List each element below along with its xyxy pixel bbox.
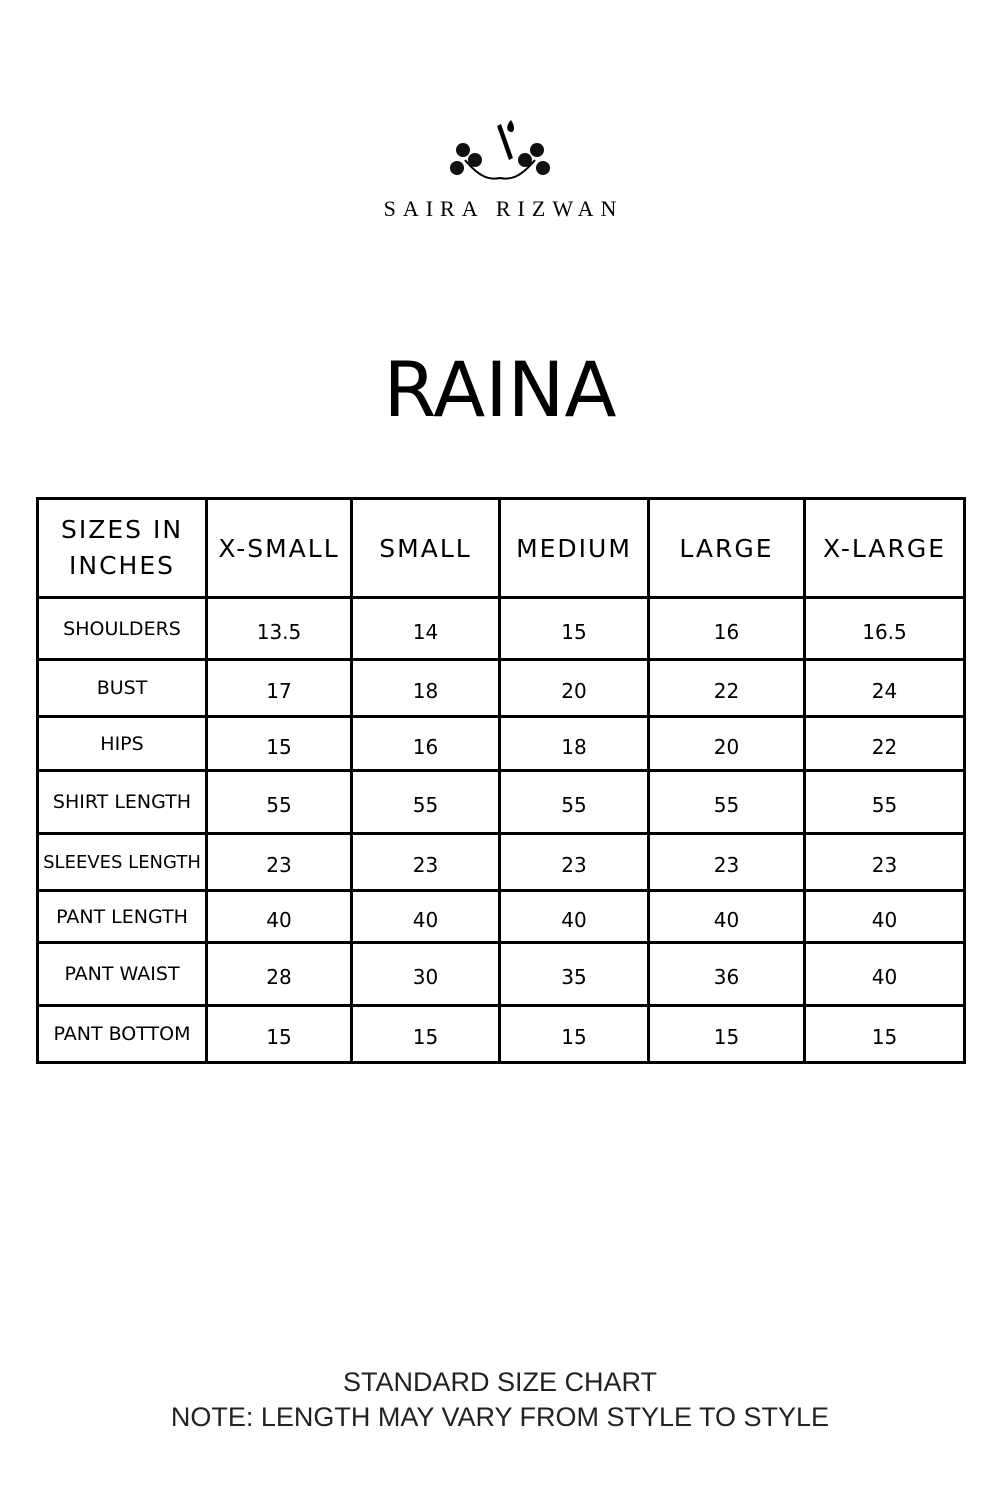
size-value-cell: 55	[803, 769, 966, 835]
size-value-cell: 23	[803, 832, 966, 892]
size-value-cell: 55	[350, 769, 501, 835]
table-row: PANT LENGTH 40 40 40 40 40	[36, 889, 966, 944]
size-value-cell: 40	[350, 889, 501, 944]
header-cell: LARGE	[647, 497, 806, 599]
size-value-cell: 55	[498, 769, 650, 835]
size-value-cell: 15	[647, 1004, 806, 1064]
header-cell: SMALL	[350, 497, 501, 599]
size-value-cell: 40	[803, 889, 966, 944]
header-row: SIZES IN INCHES X-SMALL SMALL MEDIUM LAR…	[36, 497, 966, 599]
size-value-cell: 16	[350, 715, 501, 772]
header-cell-label: SIZES IN INCHES	[60, 515, 184, 580]
size-value-cell: 40	[647, 889, 806, 944]
size-value-cell: 55	[205, 769, 353, 835]
row-label: BUST	[36, 658, 208, 718]
size-value-cell: 15	[350, 1004, 501, 1064]
size-value-cell: 15	[803, 1004, 966, 1064]
size-value-cell: 15	[205, 715, 353, 772]
header-cell: X-LARGE	[803, 497, 966, 599]
size-value-cell: 35	[498, 941, 650, 1007]
header-cell: SIZES IN INCHES	[36, 497, 208, 599]
size-value-cell: 18	[498, 715, 650, 772]
size-value-cell: 23	[647, 832, 806, 892]
size-value-cell: 22	[647, 658, 806, 718]
size-value-cell: 14	[350, 596, 501, 661]
brand-name: SAIRA RIZWAN	[383, 196, 624, 221]
size-value-cell: 24	[803, 658, 966, 718]
size-value-cell: 40	[498, 889, 650, 944]
size-value-cell: 23	[498, 832, 650, 892]
table-row: PANT WAIST 28 30 35 36 40	[36, 941, 966, 1007]
table-row: HIPS 15 16 18 20 22	[36, 715, 966, 772]
size-value-cell: 23	[205, 832, 353, 892]
size-value-cell: 36	[647, 941, 806, 1007]
size-value-cell: 17	[205, 658, 353, 718]
row-label: SHIRT LENGTH	[36, 769, 208, 835]
size-value-cell: 15	[205, 1004, 353, 1064]
table-row: SHOULDERS 13.5 14 15 16 16.5	[36, 596, 966, 661]
header-cell: MEDIUM	[498, 497, 650, 599]
size-value-cell: 16	[647, 596, 806, 661]
footer-title: STANDARD SIZE CHART	[342, 1367, 658, 1397]
header-cell: X-SMALL	[205, 497, 353, 599]
size-value-cell: 20	[647, 715, 806, 772]
size-value-cell: 22	[803, 715, 966, 772]
size-value-cell: 18	[350, 658, 501, 718]
size-value-cell: 16.5	[803, 596, 966, 661]
row-label: PANT WAIST	[36, 941, 208, 1007]
row-label: PANT LENGTH	[36, 889, 208, 944]
table-row: SLEEVES LENGTH 23 23 23 23 23	[36, 832, 966, 892]
row-label: HIPS	[36, 715, 208, 772]
size-value-cell: 13.5	[205, 596, 353, 661]
size-value-cell: 20	[498, 658, 650, 718]
page-title: RAINA	[383, 345, 617, 434]
floral-s-monogram-icon	[450, 120, 550, 180]
size-value-cell: 40	[205, 889, 353, 944]
size-value-cell: 15	[498, 596, 650, 661]
size-value-cell: 28	[205, 941, 353, 1007]
size-value-cell: 15	[498, 1004, 650, 1064]
brand-logo: SAIRA RIZWAN	[0, 118, 1000, 222]
table-row: SHIRT LENGTH 55 55 55 55 55	[36, 769, 966, 835]
table-row: BUST 17 18 20 22 24	[36, 658, 966, 718]
size-chart-table: SIZES IN INCHES X-SMALL SMALL MEDIUM LAR…	[36, 497, 966, 1064]
size-value-cell: 40	[803, 941, 966, 1007]
table-row: PANT BOTTOM 15 15 15 15 15	[36, 1004, 966, 1064]
size-value-cell: 55	[647, 769, 806, 835]
row-label: SLEEVES LENGTH	[36, 832, 208, 892]
row-label: PANT BOTTOM	[36, 1004, 208, 1064]
footer-note: NOTE: LENGTH MAY VARY FROM STYLE TO STYL…	[170, 1402, 830, 1432]
row-label: SHOULDERS	[36, 596, 208, 661]
size-value-cell: 30	[350, 941, 501, 1007]
size-value-cell: 23	[350, 832, 501, 892]
